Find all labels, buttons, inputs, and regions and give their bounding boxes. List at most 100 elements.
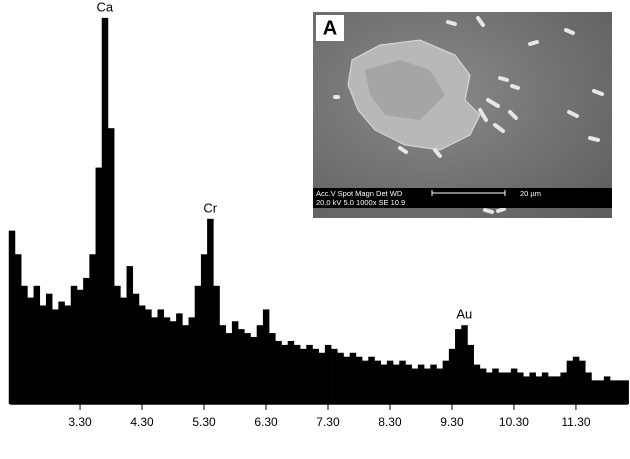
spectrum-bar bbox=[182, 325, 189, 404]
spectrum-bar bbox=[256, 325, 264, 404]
spectrum-bar bbox=[58, 301, 65, 404]
spectrum-bar bbox=[107, 128, 115, 404]
spectrum-bar bbox=[610, 380, 617, 404]
spectrum-bar bbox=[579, 360, 586, 404]
spectrum-bar bbox=[281, 344, 288, 404]
spectrum-bar bbox=[324, 344, 332, 404]
spectrum-bar bbox=[343, 356, 350, 404]
spectrum-bar bbox=[176, 313, 183, 404]
spectrum-bar bbox=[287, 340, 295, 404]
spectrum-bar bbox=[529, 372, 536, 404]
spectrum-bar bbox=[560, 372, 567, 404]
spectrum-bar bbox=[362, 360, 369, 404]
spectrum-bar bbox=[14, 254, 22, 404]
spectrum-bar bbox=[337, 352, 344, 404]
spectrum-bar bbox=[498, 372, 505, 404]
spectrum-bar bbox=[52, 309, 59, 404]
spectrum-bar bbox=[64, 305, 72, 404]
spectrum-bar bbox=[461, 325, 468, 404]
info-values: 20.0 kV 5.0 1000x SE 10.9 bbox=[316, 198, 405, 207]
x-tick-label: 8.30 bbox=[378, 415, 402, 429]
cell-cluster-shade bbox=[365, 60, 445, 120]
spectrum-bar bbox=[145, 309, 152, 404]
spectrum-bar bbox=[231, 321, 239, 404]
spectrum-bar bbox=[76, 289, 84, 404]
spectrum-bar bbox=[213, 285, 220, 404]
spectrum-bar bbox=[83, 277, 90, 404]
spectrum-bar bbox=[541, 372, 549, 404]
spectrum-bar bbox=[597, 380, 605, 404]
spectrum-bar bbox=[194, 285, 202, 404]
peak-label: Au bbox=[456, 307, 472, 322]
spectrum-bar bbox=[479, 368, 487, 404]
spectrum-bar bbox=[163, 317, 171, 404]
spectrum-bar bbox=[622, 380, 629, 404]
spectrum-bar bbox=[424, 368, 431, 404]
panel-label: A bbox=[323, 17, 337, 39]
spectrum-bar bbox=[120, 297, 127, 404]
spectrum-bar bbox=[411, 368, 419, 404]
spectrum-bar bbox=[33, 285, 41, 404]
spectrum-bar bbox=[250, 337, 258, 404]
spectrum-bar bbox=[70, 285, 78, 404]
spectrum-bar bbox=[591, 380, 598, 404]
spectrum-bar bbox=[603, 376, 611, 404]
spectrum-bar bbox=[535, 376, 543, 404]
scale-label: 20 µm bbox=[520, 189, 541, 198]
spectrum-bar bbox=[95, 167, 103, 404]
spectrum-bar bbox=[8, 230, 16, 404]
spectrum-bar bbox=[554, 376, 561, 404]
spectrum-bar bbox=[331, 348, 338, 404]
spectrum-bar bbox=[504, 372, 512, 404]
spectrum-bar bbox=[380, 364, 388, 404]
spectrum-bar bbox=[138, 305, 146, 404]
spectrum-bar bbox=[27, 297, 34, 404]
spectrum-bar bbox=[585, 372, 592, 404]
x-tick-label: 7.30 bbox=[316, 415, 340, 429]
spectrum-bar bbox=[157, 309, 165, 404]
info-bar bbox=[313, 188, 612, 208]
spectrum-bar bbox=[306, 344, 313, 404]
spectrum-bar bbox=[318, 352, 326, 404]
spectrum-bar bbox=[405, 364, 412, 404]
x-tick-label: 3.30 bbox=[68, 415, 92, 429]
spectrum-bar bbox=[275, 340, 282, 404]
bacteria bbox=[333, 16, 604, 214]
spectrum-bar bbox=[188, 317, 196, 404]
spectrum-bar bbox=[566, 360, 574, 404]
spectrum-bar bbox=[126, 266, 134, 404]
spectrum-bar bbox=[523, 376, 530, 404]
spectrum-bar bbox=[616, 380, 623, 404]
spectrum-bar bbox=[45, 293, 53, 404]
plot-area bbox=[8, 17, 629, 404]
spectrum-bar bbox=[417, 364, 425, 404]
spectrum-bar bbox=[473, 364, 481, 404]
spectrum-bar bbox=[467, 344, 474, 404]
x-tick-label: 11.30 bbox=[561, 415, 590, 429]
spectrum-bar bbox=[572, 356, 580, 404]
spectrum-bar bbox=[89, 254, 96, 404]
spectrum-bar bbox=[312, 348, 319, 404]
peak-label: Ca bbox=[97, 0, 114, 14]
inset: Acc.V Spot Magn Det WD 20.0 kV 5.0 1000x… bbox=[313, 12, 612, 218]
spectrum-bar bbox=[219, 325, 227, 404]
spectrum-bar bbox=[207, 218, 214, 404]
spectrum-bar bbox=[374, 360, 381, 404]
spectrum-bar bbox=[368, 356, 375, 404]
x-tick-label: 10.30 bbox=[499, 415, 529, 429]
spectrum-bar bbox=[517, 372, 524, 404]
x-tick-label: 5.30 bbox=[192, 415, 216, 429]
spectrum-bar bbox=[114, 285, 121, 404]
spectrum-bar bbox=[225, 333, 233, 404]
spectrum-bar bbox=[386, 360, 394, 404]
spectrum-bar bbox=[349, 352, 357, 404]
panel-label-box bbox=[316, 15, 344, 41]
spectrum-bar bbox=[262, 309, 270, 404]
spectrum-bar bbox=[151, 317, 158, 404]
spectrum-bar bbox=[169, 321, 177, 404]
spectrum-bar bbox=[430, 364, 437, 404]
spectrum-bar bbox=[492, 368, 499, 404]
spectrum-bar bbox=[393, 364, 400, 404]
spectrum-bar bbox=[132, 293, 140, 404]
spectrum-bar bbox=[200, 254, 208, 404]
